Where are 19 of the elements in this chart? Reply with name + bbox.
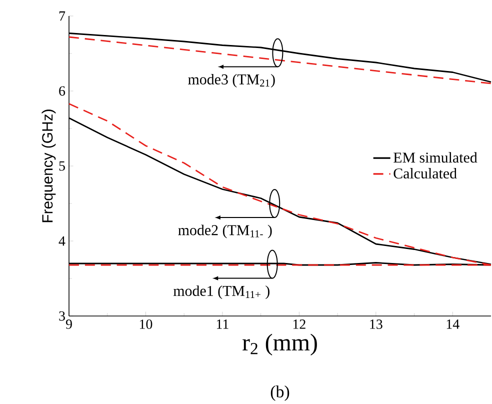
x-tick-label: 10 [140,320,152,329]
y-tick-label: 3 [59,311,65,321]
annotation: mode2 (TM$_{11-}$ ) [178,224,272,238]
annotation: mode1 (TM$_{11+}$ ) [173,285,270,299]
x-tick-label: 9 [66,320,72,329]
y-tick-label: 5 [59,161,65,171]
y-tick-label: 4 [58,236,66,246]
y-axis-title: Frequency (GHz) [42,110,56,222]
x-tick-label: 13 [370,320,382,329]
legend-label: Calculated [394,168,457,178]
y-tick-label: 7 [59,11,66,21]
x-tick-label: 14 [446,320,460,329]
x-axis-title: r$_{2}$ (mm) [242,334,317,356]
x-tick-label: 12 [293,320,306,329]
y-tick-label: 6 [59,86,66,96]
text: (b) [270,386,290,401]
annotation: mode3 (TM$_{21}$) [188,74,275,88]
x-tick-label: 11 [216,320,228,329]
legend-label: EM simulated [394,152,478,163]
